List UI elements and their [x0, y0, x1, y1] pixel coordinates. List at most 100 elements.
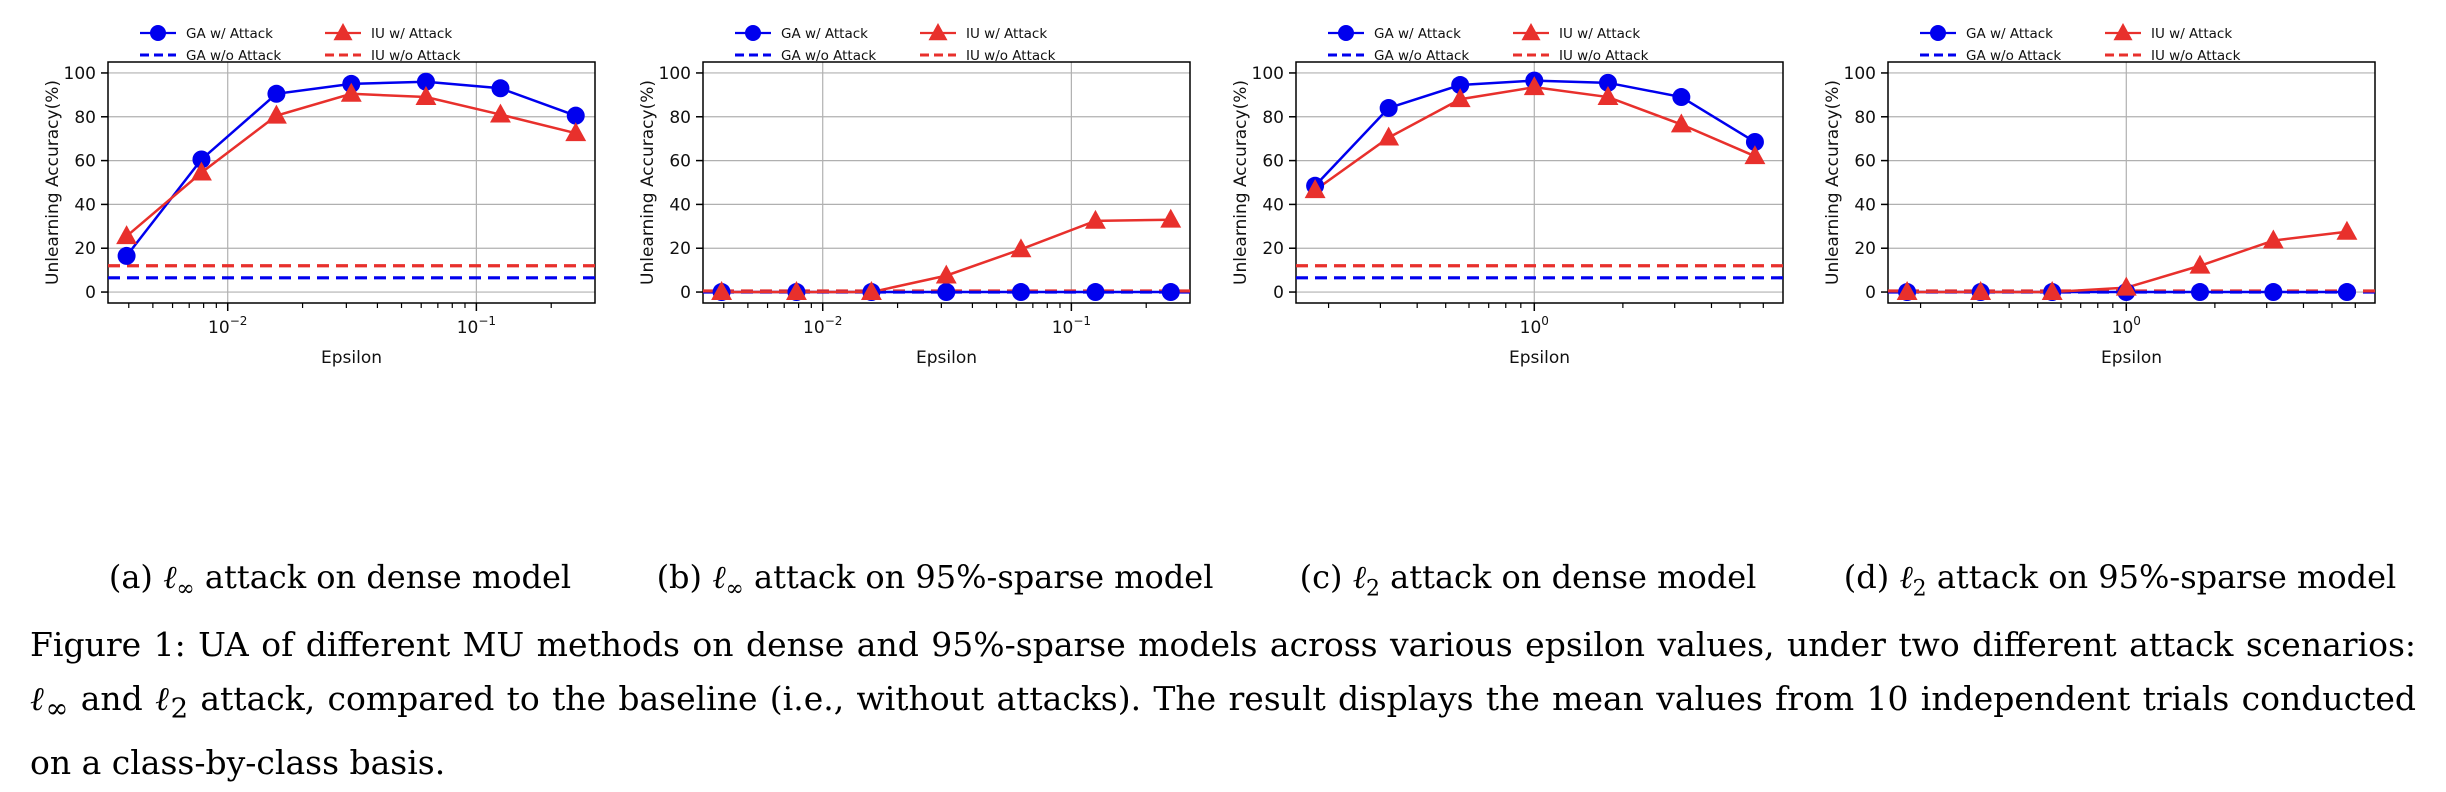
legend-triangle-marker: [2113, 23, 2133, 41]
norm-symbol: ℓ: [163, 558, 177, 596]
x-axis-label: Epsilon: [916, 348, 977, 368]
iu-point: [2041, 281, 2063, 300]
x-tick-label: 10−2: [208, 314, 247, 338]
chart-panel-b: 0 20 40 60 80 100 10−2 10−1 Epsilon Unlearning Ac…: [638, 23, 1191, 368]
legend-label: IU w/ Attack: [1559, 26, 1640, 42]
y-tick-label: 80: [1262, 108, 1284, 128]
x-tick-label: 10−1: [1052, 314, 1091, 338]
legend-label: IU w/ Attack: [2151, 26, 2232, 42]
ga-point: [1161, 283, 1180, 302]
norm-symbol: ℓ: [712, 558, 726, 596]
subcaption-text: attack on 95%-sparse model: [754, 558, 1214, 596]
plot-frame: [702, 61, 1191, 304]
subcaption-b: (b) ℓ∞ attack on 95%-sparse model: [635, 558, 1235, 601]
legend-circle-marker: [1338, 25, 1354, 41]
legend-label: GA w/ Attack: [781, 26, 868, 42]
ga-point: [1598, 73, 1617, 92]
y-tick-label: 0: [85, 283, 96, 303]
ga-point: [2190, 283, 2209, 302]
iu-point: [1970, 281, 1992, 300]
iu-point: [785, 281, 807, 300]
norm-subscript: ∞: [176, 576, 195, 602]
iu-point: [1304, 179, 1326, 199]
chart-panel-a: 0 20 40 60 80 100 10−2 10−1 Epsilon Unlearning Ac…: [43, 23, 596, 368]
legend-triangle-marker: [928, 23, 948, 41]
norm-symbol: ℓ: [1899, 558, 1913, 596]
subcaption-text: attack on dense model: [1390, 558, 1757, 596]
legend-label: GA w/ Attack: [186, 26, 273, 42]
ga-point: [117, 246, 136, 265]
iu-point: [1085, 209, 1106, 229]
iu-point: [711, 281, 733, 300]
iu-point: [415, 86, 437, 105]
iu-point: [1010, 238, 1032, 258]
y-axis-label: Unlearning Accuracy(%): [638, 80, 658, 285]
subcaption-label: (a): [108, 558, 153, 596]
legend-label: GA w/o Attack: [1966, 48, 2061, 64]
norm-subscript: ∞: [725, 576, 744, 602]
iu-point: [1744, 145, 1766, 165]
y-tick-label: 100: [64, 64, 96, 84]
x-tick-label: 10−2: [803, 314, 842, 338]
caption-part-3: attack, compared to the baseline (i.e., …: [30, 679, 2416, 782]
ga-point: [2337, 283, 2356, 302]
iu-point: [1523, 76, 1545, 96]
y-axis-label: Unlearning Accuracy(%): [1231, 80, 1251, 285]
y-tick-label: 20: [1262, 239, 1284, 259]
ga-point: [416, 72, 435, 91]
iu-point: [1449, 88, 1471, 108]
subcaption-label: (c): [1299, 558, 1343, 596]
y-tick-label: 80: [1854, 108, 1876, 128]
y-axis-label: Unlearning Accuracy(%): [43, 80, 63, 285]
ga-point: [937, 283, 956, 302]
subcaption-a: (a) ℓ∞ attack on dense model: [40, 558, 640, 601]
subcaption-label: (d): [1843, 558, 1890, 596]
y-tick-label: 0: [1273, 283, 1284, 303]
norm-subscript: 2: [1912, 576, 1927, 602]
plot-frame: [1295, 61, 1784, 304]
y-tick-label: 0: [680, 283, 691, 303]
legend-triangle-marker: [333, 23, 353, 41]
y-tick-label: 80: [74, 108, 96, 128]
y-tick-label: 20: [1854, 239, 1876, 259]
legend-label: GA w/ Attack: [1966, 26, 2053, 42]
iu-point: [2262, 229, 2284, 249]
ga-point: [491, 79, 510, 98]
y-tick-label: 40: [1854, 195, 1876, 215]
legend-circle-marker: [1930, 25, 1946, 41]
norm-subscript: 2: [1365, 576, 1380, 602]
plot-frame: [1887, 61, 2376, 304]
figure-caption: Figure 1: UA of different MU methods on …: [30, 618, 2416, 790]
iu-point: [2336, 220, 2358, 240]
legend-circle-marker: [745, 25, 761, 41]
chart-panel-d: 0 20 40 60 80 100 100 Epsilon Unlearning Accurac…: [1823, 23, 2376, 368]
chart-panel-c: 0 20 40 60 80 100 100 Epsilon Unlearning Accurac…: [1231, 23, 1784, 368]
legend-label: GA w/o Attack: [186, 48, 281, 64]
ga-point: [1451, 76, 1470, 95]
y-tick-label: 100: [1252, 64, 1284, 84]
x-axis-label: Epsilon: [2101, 348, 2162, 368]
legend-label: IU w/o Attack: [966, 48, 1056, 64]
iu-point: [1160, 208, 1182, 228]
subcaption-text: attack on 95%-sparse model: [1936, 558, 2397, 596]
ga-point: [1672, 88, 1691, 107]
x-tick-label: 100: [1520, 314, 1549, 338]
iu-point: [340, 82, 362, 102]
ga-point: [1745, 132, 1764, 151]
iu-point: [1378, 126, 1400, 146]
legend-label: IU w/ Attack: [966, 26, 1047, 42]
subcaption-d: (d) ℓ2 attack on 95%-sparse model: [1820, 558, 2420, 601]
y-tick-label: 60: [1262, 152, 1284, 172]
y-tick-label: 80: [669, 108, 691, 128]
ga-point: [566, 106, 585, 125]
y-tick-label: 40: [74, 195, 96, 215]
iu-point: [2115, 276, 2137, 296]
legend-label: IU w/o Attack: [371, 48, 461, 64]
x-tick-label: 100: [2112, 314, 2141, 338]
legend-label: IU w/o Attack: [1559, 48, 1649, 64]
y-tick-label: 40: [1262, 195, 1284, 215]
caption-norm-1: ℓ: [30, 679, 46, 718]
y-tick-label: 60: [669, 152, 691, 172]
ga-point: [192, 150, 211, 169]
